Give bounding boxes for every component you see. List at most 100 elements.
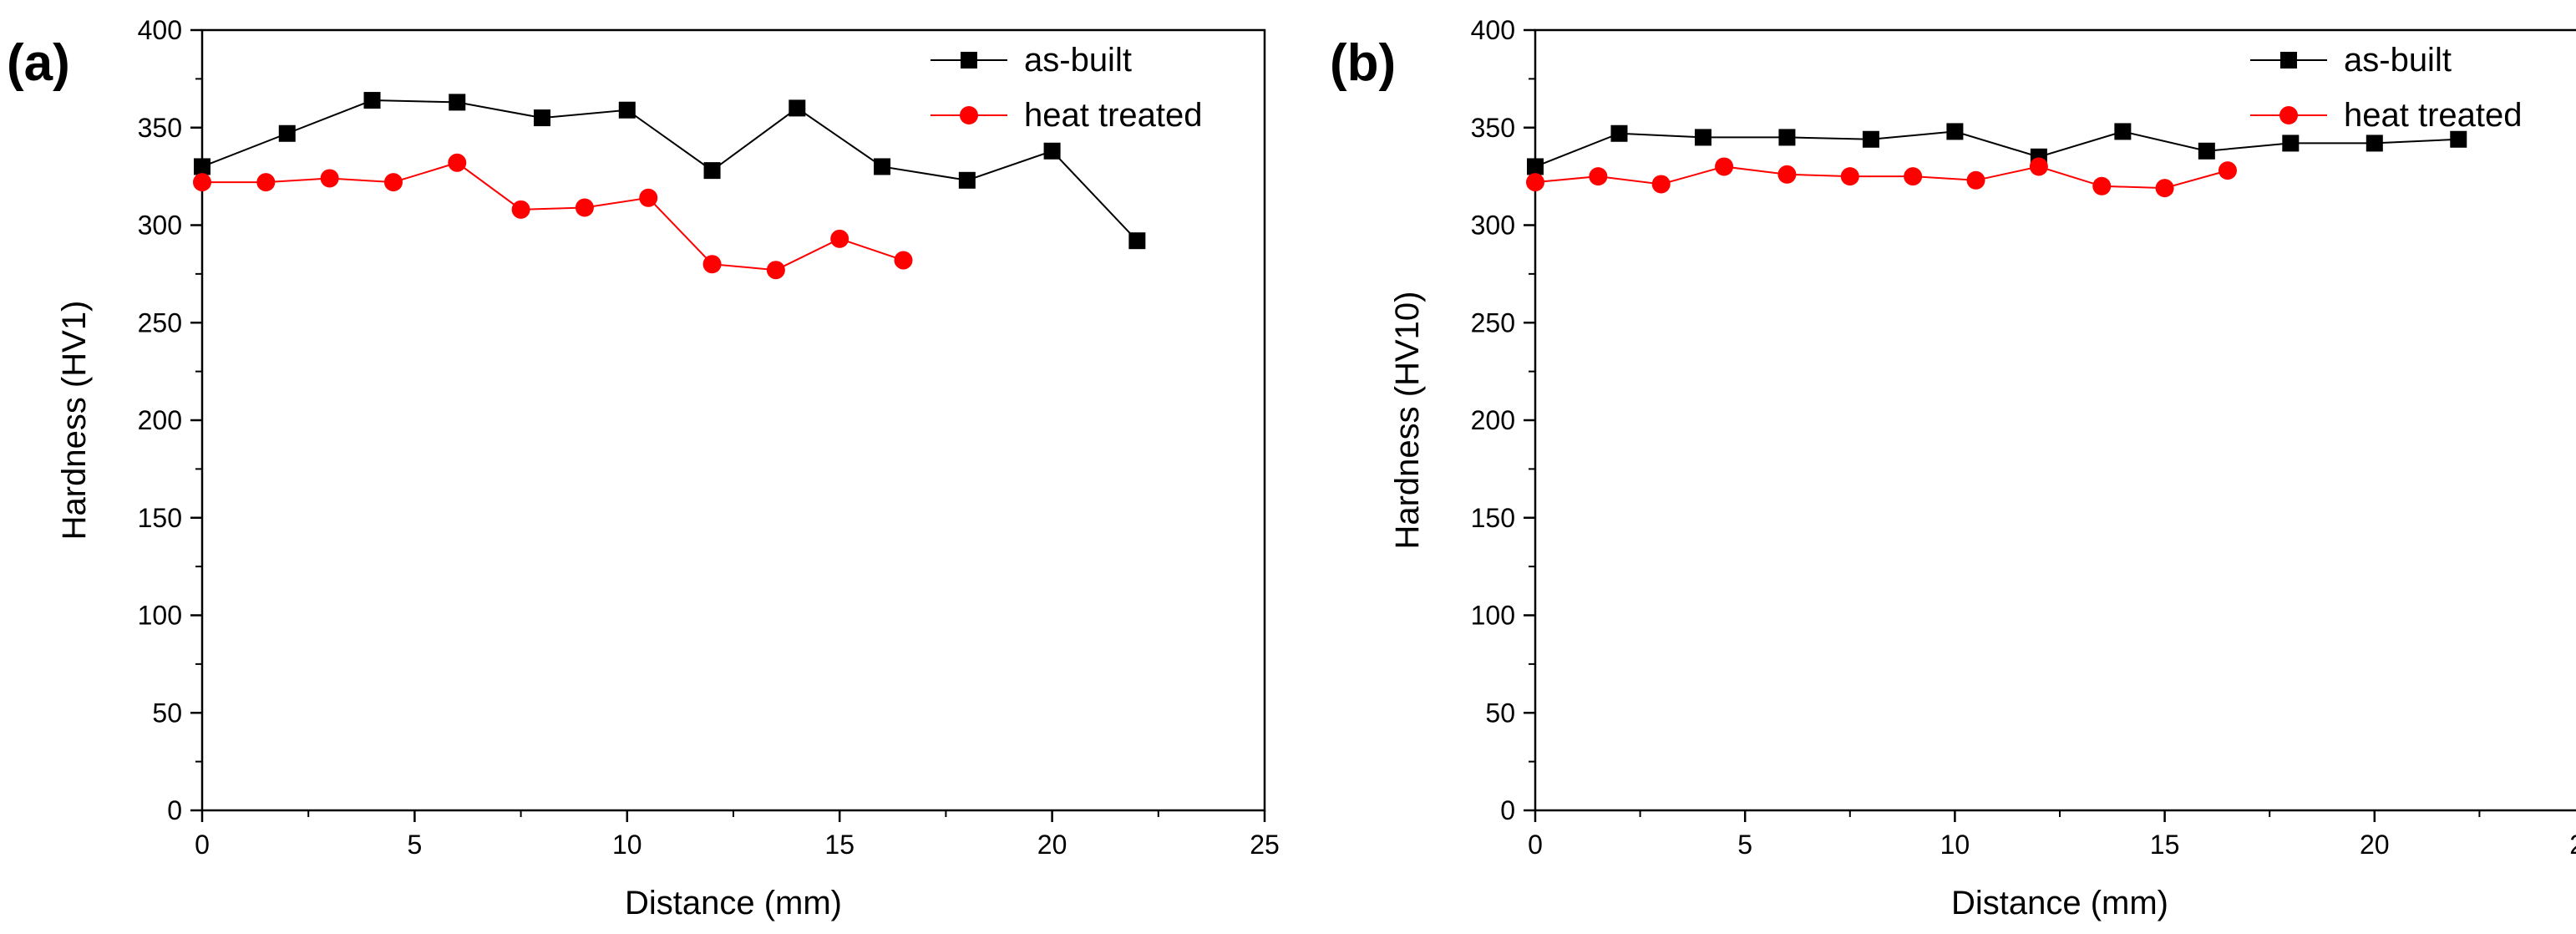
data-point-circle — [2218, 161, 2237, 180]
legend-marker-square — [2280, 52, 2297, 69]
chart-panel-a: (a) 0 5 10 15 20 25 0 50 100 150 200 250 300 350 400 Di… — [7, 15, 1280, 921]
y-tick-label: 100 — [138, 601, 182, 631]
data-point-square — [1862, 130, 1879, 148]
plot-frame — [1534, 28, 2576, 812]
y-tick-label: 250 — [1471, 307, 1515, 338]
data-point-square — [874, 158, 891, 175]
data-point-circle — [511, 200, 530, 219]
data-point-square — [1610, 124, 1628, 142]
data-point-circle — [383, 173, 403, 192]
y-tick-label: 250 — [138, 307, 182, 338]
panel-label: (a) — [7, 34, 70, 92]
data-point-circle — [1840, 167, 1859, 186]
panel-label: (b) — [1330, 34, 1397, 92]
data-point-square — [618, 101, 636, 119]
legend-label: as-built — [2344, 42, 2452, 79]
y-tick-label: 200 — [1471, 405, 1515, 435]
legend-marker-circle — [960, 106, 978, 124]
x-tick-label: 5 — [1737, 830, 1752, 860]
hardness-chart-a: 0 5 10 15 20 25050100150200250300350400Distan… — [56, 15, 1280, 921]
data-point-square — [449, 94, 466, 111]
data-point-square — [958, 171, 976, 189]
y-tick-label: 350 — [1471, 113, 1515, 143]
y-tick-label: 0 — [167, 795, 182, 825]
y-tick-label: 150 — [138, 503, 182, 533]
x-tick-label: 20 — [2360, 830, 2390, 860]
series-line — [1534, 165, 2229, 190]
x-tick-label: 0 — [1528, 830, 1543, 860]
x-axis-label: Distance (mm) — [1951, 885, 2168, 921]
hardness-chart-b: 0510152025050100150200250300350400Distan… — [1389, 15, 2576, 921]
y-tick-label: 200 — [138, 405, 182, 435]
data-point-square — [2114, 123, 2132, 140]
legend-label: heat treated — [2344, 97, 2523, 134]
data-point-square — [2450, 130, 2467, 148]
y-tick-label: 50 — [1485, 698, 1515, 728]
data-point-square — [2198, 142, 2215, 160]
data-point-square — [194, 158, 210, 175]
data-point-circle — [1526, 173, 1544, 192]
data-point-circle — [2155, 179, 2174, 198]
series-line — [202, 161, 904, 272]
x-tick-label: 10 — [612, 830, 642, 860]
data-point-circle — [830, 229, 849, 248]
legend-marker-circle — [2279, 106, 2298, 124]
data-point-circle — [320, 169, 339, 188]
legend-marker-square — [961, 52, 977, 69]
y-tick-label: 300 — [138, 211, 182, 241]
x-tick-label: 20 — [1037, 830, 1067, 860]
series-line — [201, 99, 1138, 241]
series-line — [1534, 130, 2459, 168]
y-tick-label: 300 — [1471, 211, 1515, 241]
data-point-square — [1043, 142, 1061, 160]
data-point-circle — [575, 198, 594, 217]
x-tick-label: 10 — [1940, 830, 1970, 860]
data-point-circle — [193, 173, 211, 192]
chart-panel-b: (b) 0510152025050100150200250300350400Di… — [1288, 0, 2576, 934]
y-axis-label: Hardness (HV1) — [56, 301, 93, 541]
y-tick-label: 400 — [1471, 15, 1515, 45]
data-point-square — [1946, 123, 1964, 140]
data-point-square — [534, 109, 551, 127]
data-point-circle — [256, 173, 276, 192]
data-point-circle — [639, 188, 658, 207]
x-tick-label: 15 — [824, 830, 854, 860]
data-point-circle — [1715, 157, 1734, 176]
data-point-circle — [766, 261, 785, 280]
data-point-square — [1778, 129, 1796, 146]
data-point-circle — [1589, 167, 1608, 186]
data-point-circle — [448, 153, 467, 172]
y-tick-label: 100 — [1471, 601, 1515, 631]
legend-label: as-built — [1024, 42, 1132, 79]
plot-frame — [200, 28, 1266, 812]
data-point-circle — [702, 255, 722, 274]
data-point-circle — [1777, 165, 1797, 184]
y-tick-label: 350 — [138, 113, 182, 143]
legend-label: heat treated — [1024, 97, 1203, 134]
data-point-square — [2366, 135, 2383, 152]
data-point-square — [789, 99, 806, 117]
data-point-square — [1527, 158, 1544, 175]
data-point-square — [1128, 232, 1146, 250]
data-point-square — [363, 92, 381, 109]
data-point-circle — [2029, 157, 2048, 176]
y-tick-label: 400 — [138, 15, 182, 45]
x-tick-label: 25 — [2569, 830, 2576, 860]
y-tick-label: 150 — [1471, 503, 1515, 533]
x-tick-label: 15 — [2150, 830, 2180, 860]
data-point-circle — [894, 251, 913, 270]
data-point-square — [1694, 129, 1711, 146]
data-point-square — [278, 124, 296, 142]
y-tick-label: 0 — [1500, 795, 1515, 825]
x-tick-label: 0 — [195, 830, 210, 860]
y-axis-label: Hardness (HV10) — [1389, 291, 1426, 549]
y-tick-label: 50 — [152, 698, 182, 728]
data-point-square — [2282, 135, 2300, 152]
data-point-circle — [1904, 167, 1923, 186]
data-point-circle — [1651, 175, 1671, 194]
x-tick-label: 25 — [1250, 830, 1280, 860]
x-axis-label: Distance (mm) — [625, 885, 842, 921]
data-point-circle — [1966, 170, 1985, 190]
data-point-square — [703, 162, 721, 180]
data-point-circle — [2092, 176, 2112, 195]
